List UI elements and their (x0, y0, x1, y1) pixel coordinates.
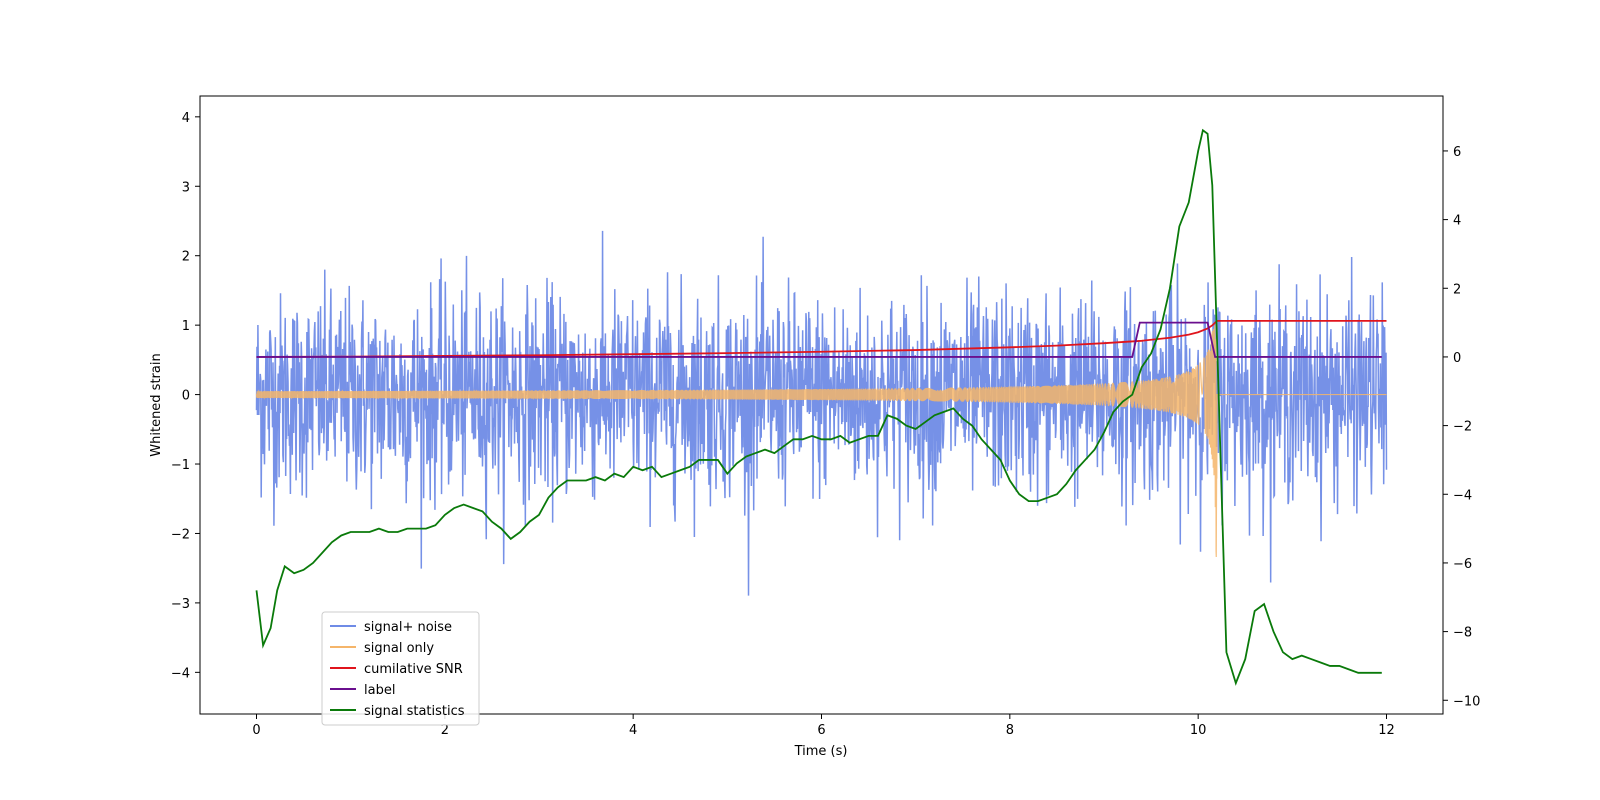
y-axis-right: −10 −8 −6 −4 −2 0 2 4 6 (1443, 145, 1480, 709)
series-label (256, 321, 1382, 358)
y2-tick-label-0: −10 (1453, 694, 1480, 709)
series-signal-only (255, 325, 1387, 558)
y-tick-label-7: 3 (182, 180, 190, 195)
x-tick-label-2: 4 (629, 723, 637, 738)
y-tick-label-3: −1 (171, 458, 190, 473)
x-axis-label: Time (s) (794, 744, 848, 759)
y2-tick-label-4: −2 (1453, 420, 1472, 435)
y-axis-left: −4 −3 −2 −1 0 1 2 3 4 (171, 111, 200, 681)
series-signal-statistics (255, 128, 1382, 686)
x-tick-label-4: 8 (1006, 723, 1014, 738)
y2-tick-label-8: 6 (1453, 145, 1461, 160)
y-axis-label: Whitened strain (149, 353, 164, 456)
x-tick-label-6: 12 (1378, 723, 1395, 738)
x-tick-label-3: 6 (817, 723, 825, 738)
y2-tick-label-7: 4 (1453, 214, 1461, 229)
legend-box (321, 611, 480, 726)
y-tick-label-6: 2 (182, 250, 190, 265)
legend-label-0: signal+ noise (364, 620, 452, 635)
y2-tick-label-6: 2 (1453, 282, 1461, 297)
y2-tick-label-1: −8 (1453, 626, 1472, 641)
legend: signal+ noise signal only cumilative SNR la… (321, 611, 480, 726)
legend-label-2: cumilative SNR (364, 662, 463, 677)
legend-label-1: signal only (364, 641, 434, 656)
series-cumilative-snr (256, 319, 1387, 358)
legend-label-3: label (364, 683, 395, 698)
y2-tick-label-3: −4 (1453, 488, 1472, 503)
y-tick-label-0: −4 (171, 666, 190, 681)
legend-label-4: signal statistics (364, 704, 465, 719)
y-tick-label-2: −2 (171, 527, 190, 542)
y-tick-label-8: 4 (182, 111, 190, 126)
y2-tick-label-5: 0 (1453, 351, 1461, 366)
y-tick-label-5: 1 (182, 319, 190, 334)
y-tick-label-4: 0 (182, 389, 190, 404)
x-tick-label-0: 0 (252, 723, 260, 738)
x-tick-label-5: 10 (1190, 723, 1207, 738)
y-tick-label-1: −3 (171, 597, 190, 612)
series-layer (255, 128, 1388, 686)
y2-tick-label-2: −6 (1453, 557, 1472, 572)
x-tick-label-1: 2 (441, 723, 449, 738)
